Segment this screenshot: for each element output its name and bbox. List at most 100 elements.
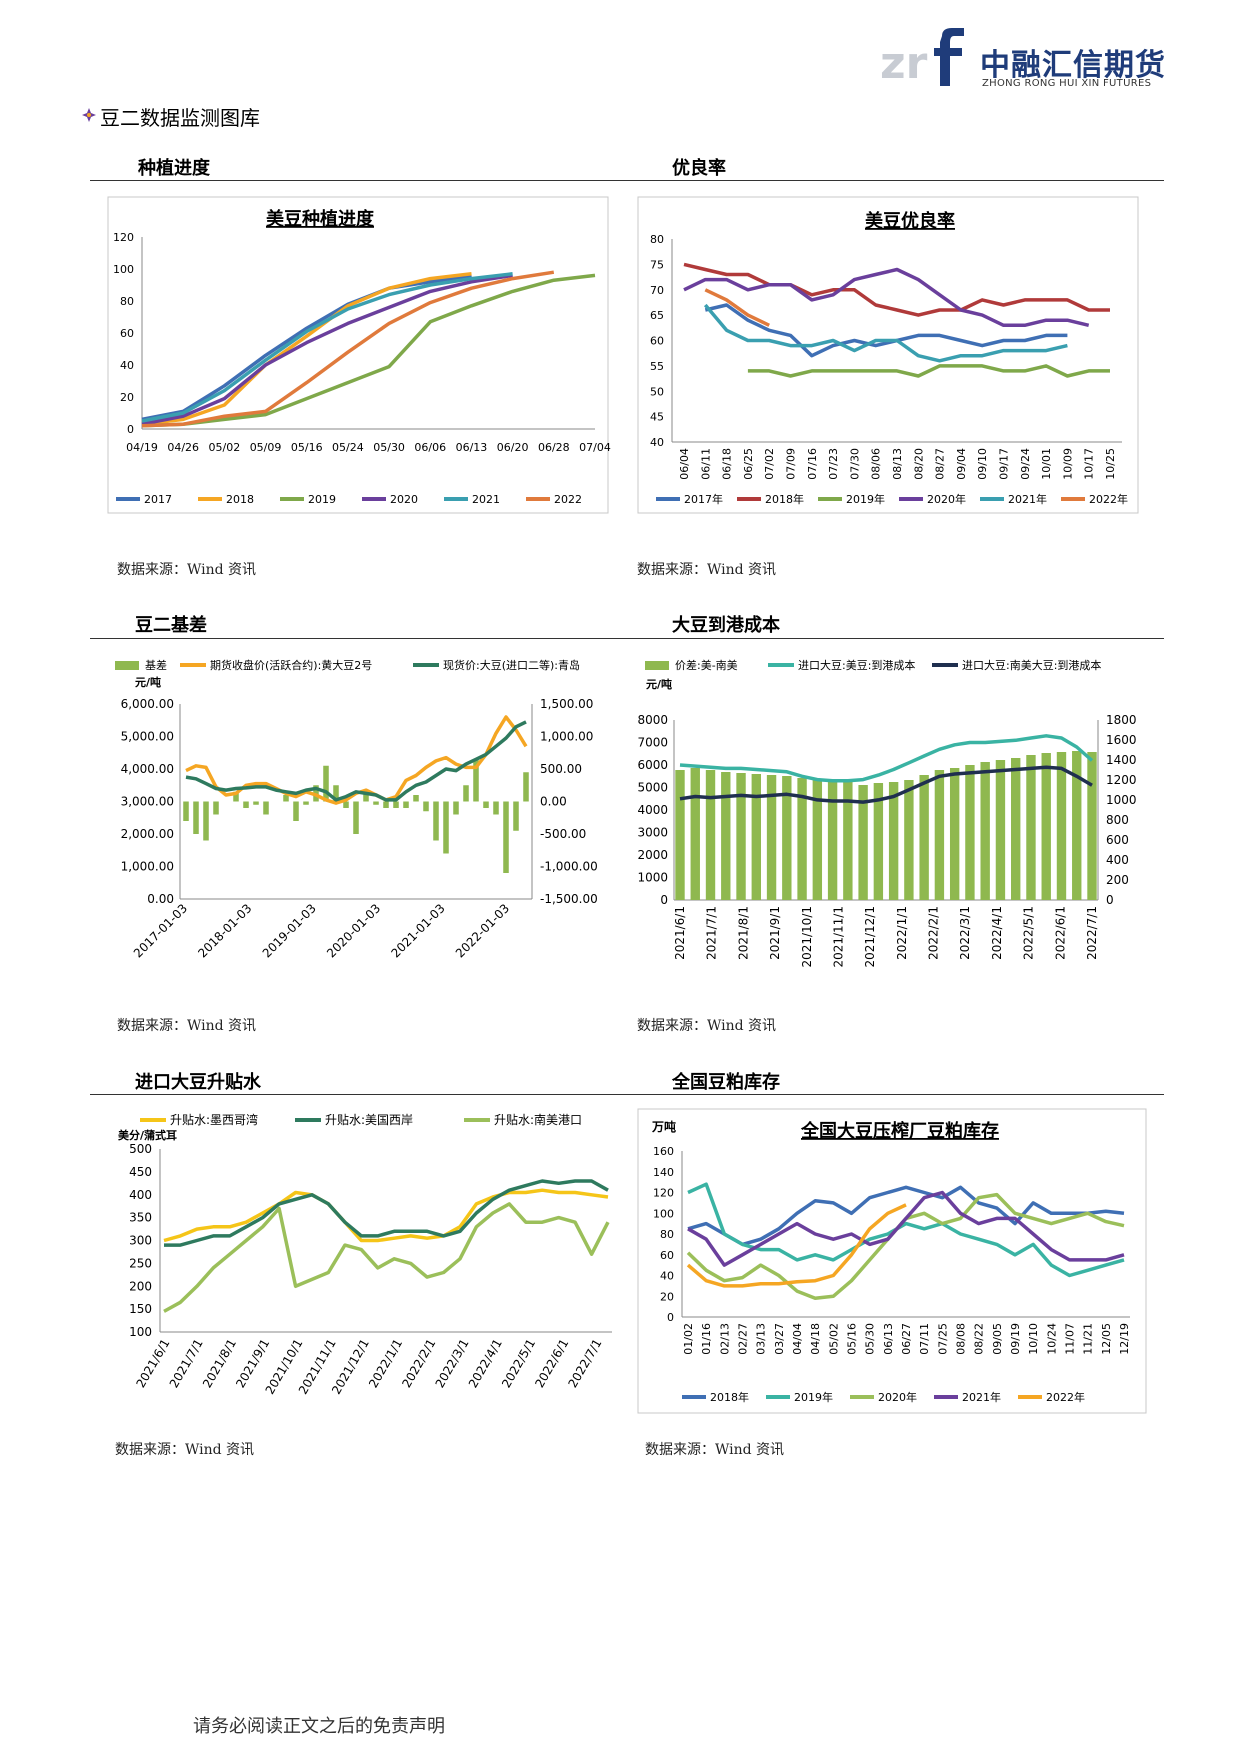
y-tick-label: 0 bbox=[127, 423, 134, 436]
x-tick-label: 10/01 bbox=[1040, 448, 1053, 480]
unit-label: 万吨 bbox=[651, 1119, 676, 1134]
section-title-planting: 种植进度 bbox=[138, 158, 210, 179]
y-tick-label: 50 bbox=[650, 385, 664, 398]
x-tick-label: 06/11 bbox=[699, 448, 712, 480]
y-tick-label: 20 bbox=[120, 391, 134, 404]
bar bbox=[263, 801, 269, 815]
y-tick-label: 150 bbox=[129, 1302, 152, 1316]
y-tick-label: 70 bbox=[650, 284, 664, 297]
series-line bbox=[679, 734, 1094, 783]
series-line bbox=[141, 273, 513, 426]
series-line bbox=[141, 272, 513, 423]
series-line bbox=[687, 1185, 1125, 1247]
y-tick-label: 100 bbox=[113, 263, 134, 276]
bar bbox=[1041, 753, 1051, 900]
bar bbox=[373, 801, 379, 805]
y-tick-label: 0 bbox=[667, 1311, 674, 1324]
legend-label: 2018年 bbox=[710, 1390, 749, 1404]
bar bbox=[333, 785, 339, 802]
x-tick-label: 07/11 bbox=[918, 1323, 931, 1355]
y-tick-label: 80 bbox=[120, 295, 134, 308]
x-tick-label: 05/09 bbox=[250, 441, 282, 454]
y-tick-label-right: -500.00 bbox=[540, 827, 586, 841]
y-tick-label: 45 bbox=[650, 411, 664, 424]
x-tick-label: 01/02 bbox=[682, 1323, 695, 1355]
y-tick-label: 400 bbox=[129, 1188, 152, 1202]
legend-label: 升贴水:墨西哥湾 bbox=[170, 1112, 258, 1127]
bar bbox=[243, 801, 249, 808]
x-tick-label: 02/13 bbox=[718, 1323, 731, 1355]
x-tick-label: 07/23 bbox=[827, 448, 840, 480]
bar bbox=[690, 768, 700, 900]
legend-swatch bbox=[645, 661, 669, 670]
y-tick-label-right: 600 bbox=[1106, 833, 1129, 847]
x-tick-label: 10/24 bbox=[1045, 1323, 1058, 1355]
brand-name-cn: 中融汇信期货 bbox=[980, 48, 1166, 83]
x-tick-label: 06/18 bbox=[721, 448, 734, 480]
x-tick-label: 2021/12/1 bbox=[863, 906, 877, 968]
legend-label: 2020年 bbox=[878, 1390, 917, 1404]
bar bbox=[383, 801, 389, 808]
bar bbox=[233, 791, 239, 802]
y-tick-label-right: 1600 bbox=[1106, 733, 1137, 747]
series-line bbox=[141, 272, 472, 426]
x-tick-label: 09/24 bbox=[1019, 448, 1032, 480]
bar bbox=[183, 801, 189, 821]
y-tick-label-right: 1800 bbox=[1106, 713, 1137, 727]
x-tick-label: 05/16 bbox=[846, 1323, 859, 1355]
chart-title: 全国大豆压榨厂豆粕库存 bbox=[800, 1120, 999, 1142]
y-tick-label: 120 bbox=[113, 231, 134, 244]
y-tick-label: 1000 bbox=[637, 871, 668, 885]
bar bbox=[193, 801, 199, 834]
legend-label: 2019年 bbox=[794, 1390, 833, 1404]
x-tick-label: 05/02 bbox=[209, 441, 241, 454]
x-tick-label: 07/04 bbox=[579, 441, 611, 454]
chart-frame bbox=[637, 1108, 1147, 1414]
y-tick-label: 40 bbox=[120, 359, 134, 372]
x-tick-label: 2022/6/1 bbox=[1053, 906, 1067, 960]
x-tick-label: 2021/7/1 bbox=[705, 906, 719, 960]
x-tick-label: 11/21 bbox=[1082, 1323, 1095, 1355]
x-tick-label: 06/13 bbox=[456, 441, 488, 454]
series-line bbox=[141, 270, 555, 428]
x-tick-label: 09/10 bbox=[976, 448, 989, 480]
x-tick-label: 2020-01-03 bbox=[324, 901, 383, 960]
x-tick-label: 08/20 bbox=[912, 448, 925, 480]
x-tick-label: 05/16 bbox=[291, 441, 323, 454]
x-tick-label: 2022/5/1 bbox=[1022, 906, 1036, 960]
bar bbox=[393, 801, 399, 808]
series-line bbox=[704, 288, 770, 327]
y-tick-label-right: 0 bbox=[1106, 893, 1114, 907]
y-tick-label: 4,000.00 bbox=[121, 762, 174, 776]
legend-label: 2022年 bbox=[1046, 1390, 1085, 1404]
bar bbox=[797, 778, 807, 900]
x-tick-label: 07/16 bbox=[806, 448, 819, 480]
legend-label: 现货价:大豆(进口二等):青岛 bbox=[443, 658, 580, 672]
y-tick-label: 55 bbox=[650, 360, 664, 373]
legend-label: 升贴水:南美港口 bbox=[494, 1112, 582, 1127]
legend-label: 升贴水:美国西岸 bbox=[325, 1113, 413, 1127]
series-line bbox=[164, 1179, 609, 1247]
y-tick-label-right: 1000 bbox=[1106, 793, 1137, 807]
data-source: 数据来源：Wind 资讯 bbox=[637, 562, 777, 578]
x-tick-label: 09/17 bbox=[998, 448, 1011, 480]
legend-label: 2020年 bbox=[927, 492, 966, 506]
x-tick-label: 2022/3/1 bbox=[958, 906, 972, 960]
x-tick-label: 12/05 bbox=[1100, 1323, 1113, 1355]
x-tick-label: 05/30 bbox=[864, 1323, 877, 1355]
x-tick-label: 2021/10/1 bbox=[800, 906, 814, 968]
x-tick-label: 03/13 bbox=[755, 1323, 768, 1355]
x-tick-label: 06/25 bbox=[742, 448, 755, 480]
bar bbox=[843, 782, 853, 900]
bar bbox=[1087, 752, 1097, 900]
bar bbox=[413, 795, 419, 802]
x-tick-label: 04/19 bbox=[126, 441, 158, 454]
page-heading: 豆二数据监测图库 bbox=[100, 106, 260, 130]
x-tick-label: 09/19 bbox=[1009, 1323, 1022, 1355]
bar bbox=[443, 801, 449, 854]
legend-label: 进口大豆:美豆:到港成本 bbox=[798, 658, 915, 672]
legend-label: 2019 bbox=[308, 493, 336, 506]
x-tick-label: 07/09 bbox=[785, 448, 798, 480]
series-line bbox=[185, 720, 527, 802]
y-tick-label-right: 1,000.00 bbox=[540, 730, 593, 744]
